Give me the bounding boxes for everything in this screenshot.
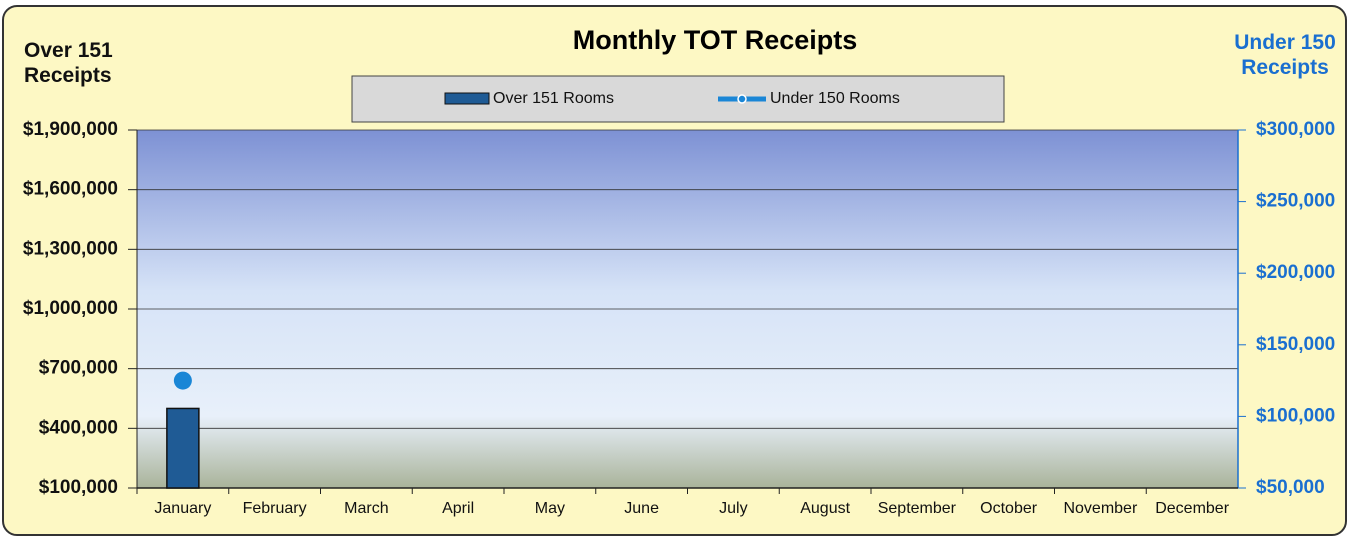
x-tick-label: June — [624, 500, 659, 517]
y2-tick-label: $50,000 — [1256, 477, 1325, 498]
chart-title: Monthly TOT Receipts — [573, 25, 858, 55]
x-tick-label: January — [154, 500, 211, 517]
point — [173, 371, 192, 390]
x-tick-label: March — [344, 500, 388, 517]
y2-axis-title: Under 150 Receipts — [1234, 31, 1336, 79]
y2-tick-label: $200,000 — [1256, 262, 1335, 283]
legend-swatch-marker — [737, 94, 747, 104]
y-tick-label: $400,000 — [39, 417, 118, 438]
x-tick-label: May — [535, 500, 565, 517]
y2-tick-label: $100,000 — [1256, 405, 1335, 426]
x-tick-label: November — [1063, 500, 1137, 517]
x-tick-label: September — [878, 500, 957, 517]
x-tick-label: October — [980, 500, 1038, 517]
y2-tick-label: $150,000 — [1256, 334, 1335, 355]
y-tick-label: $1,000,000 — [23, 298, 118, 319]
y-tick-label: $1,300,000 — [23, 238, 118, 259]
x-tick-label: July — [719, 500, 747, 517]
y-tick-label: $1,900,000 — [23, 119, 118, 140]
y-tick-label: $100,000 — [39, 477, 118, 498]
y2-tick-label: $250,000 — [1256, 191, 1335, 212]
y-tick-label: $700,000 — [39, 358, 118, 379]
legend-label: Under 150 Rooms — [770, 90, 900, 107]
x-tick-label: April — [442, 500, 474, 517]
y-tick-label: $1,600,000 — [23, 179, 118, 200]
y2-tick-label: $300,000 — [1256, 119, 1335, 140]
x-tick-label: December — [1155, 500, 1229, 517]
y-axis-title: Over 151 Receipts — [24, 39, 113, 87]
bar — [166, 407, 200, 489]
x-tick-label: February — [243, 500, 307, 517]
x-tick-label: August — [800, 500, 850, 517]
legend-label: Over 151 Rooms — [493, 90, 614, 107]
legend-swatch — [444, 92, 490, 105]
